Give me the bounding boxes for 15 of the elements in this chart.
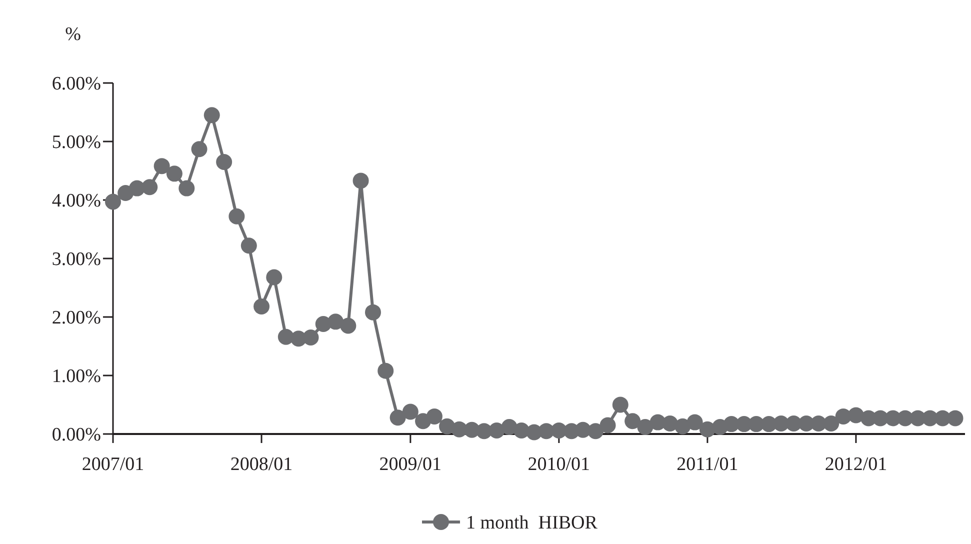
y-tick-label: 3.00% bbox=[52, 249, 102, 270]
y-tick-label: 2.00% bbox=[52, 308, 102, 329]
y-tick-label: 6.00% bbox=[52, 74, 102, 95]
y-tick-label: 4.00% bbox=[52, 190, 102, 212]
y-tick-label: 5.00% bbox=[52, 132, 102, 154]
legend-label: 1 month HIBOR bbox=[466, 512, 598, 534]
y-axis-title: % bbox=[65, 24, 82, 45]
x-tick-label: 2009/01 bbox=[379, 454, 442, 475]
x-tick-label: 2007/01 bbox=[82, 454, 144, 475]
x-tick-label: 2011/01 bbox=[676, 454, 738, 475]
x-tick-label: 2008/01 bbox=[230, 454, 293, 475]
x-tick-label: 2012/01 bbox=[824, 454, 888, 475]
y-tick-label: 1.00% bbox=[52, 366, 102, 388]
y-tick-label: 0.00% bbox=[52, 424, 102, 446]
x-tick-label: 2010/01 bbox=[528, 454, 590, 475]
